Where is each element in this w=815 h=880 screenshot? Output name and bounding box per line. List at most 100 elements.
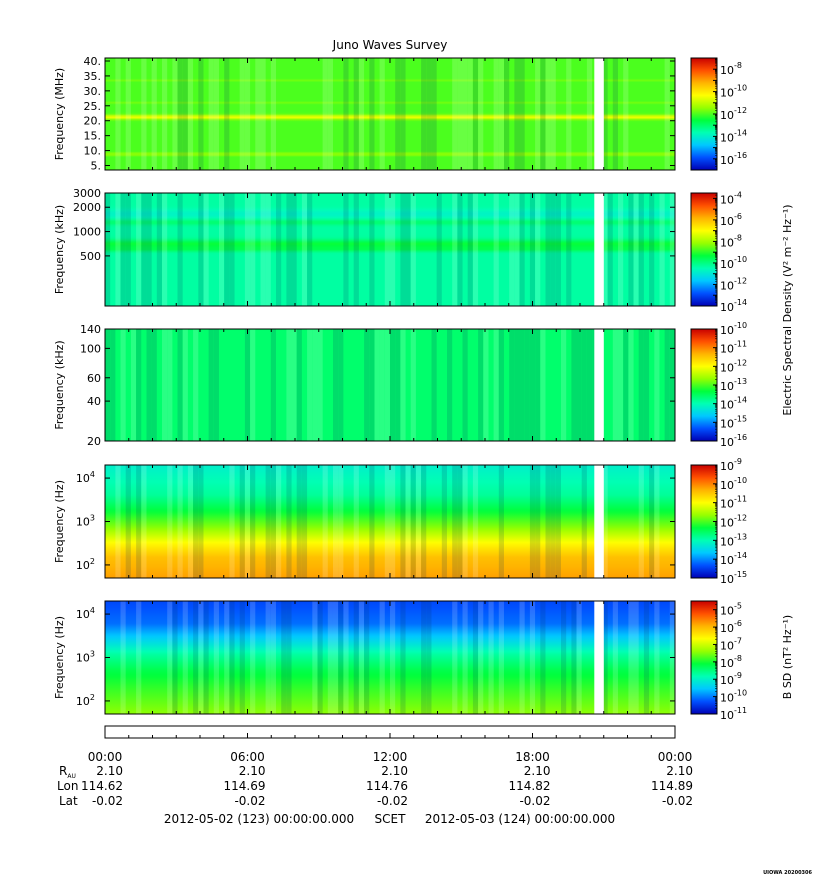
colorbar-tick-exponent: -5 [734, 602, 742, 611]
y-tick-label: 103 [76, 650, 95, 665]
texture-strip [105, 329, 111, 441]
texture-strip [431, 58, 437, 170]
texture-strip [141, 193, 147, 306]
texture-strip [576, 601, 582, 714]
spectrogram-image [105, 601, 675, 714]
texture-strip [421, 465, 427, 578]
colorbar-tick-exponent: -16 [734, 151, 747, 160]
colorbar-tick-label: 10-15 [720, 570, 747, 586]
texture-strip [270, 329, 276, 441]
texture-strip [136, 465, 142, 578]
time-label: 12:00 [373, 750, 408, 764]
texture-strip [364, 601, 370, 714]
texture-strip [322, 465, 328, 578]
y-tick-label: 35. [84, 70, 102, 83]
texture-strip [628, 193, 634, 306]
texture-strip [343, 193, 349, 306]
texture-strip [576, 329, 582, 441]
colorbar-tick-label: 10-11 [720, 340, 747, 356]
texture-strip [125, 58, 131, 170]
texture-strip [229, 193, 235, 306]
y-axis-label: Frequency (MHz) [53, 68, 66, 160]
lat-row-label: Lat [59, 794, 78, 808]
texture-strip [379, 58, 385, 170]
texture-strip [607, 193, 613, 306]
colorbar-tick-label: 10-14 [720, 298, 747, 314]
texture-strip [358, 601, 365, 714]
colorbar-tick-exponent: -11 [734, 706, 747, 715]
texture-strip [327, 58, 333, 170]
spectrogram-texture [105, 329, 675, 441]
colorbar-tick-label: 10-6 [720, 212, 742, 228]
texture-strip [130, 329, 137, 441]
texture-strip [483, 329, 489, 441]
y-tick-label: 100 [80, 342, 101, 355]
texture-strip [265, 601, 271, 714]
texture-strip [270, 58, 276, 170]
texture-strip [198, 465, 204, 578]
colorbar-tick-exponent: -12 [734, 514, 747, 523]
texture-strip [498, 329, 504, 441]
texture-strip [405, 465, 411, 578]
texture-strip [659, 193, 665, 306]
texture-strip [421, 601, 427, 714]
texture-strip [602, 601, 608, 714]
texture-strip [488, 601, 494, 714]
data-gap [594, 192, 604, 307]
y-tick-label: 140 [80, 323, 101, 336]
texture-strip [255, 58, 261, 170]
magnetic-colorbar-label: B SD (nT² Hz⁻¹) [781, 615, 794, 699]
colorbar-tick-label: 10-10 [720, 321, 747, 337]
texture-strip [384, 329, 390, 441]
texture-strip [125, 465, 131, 578]
y-tick-exponent: 2 [90, 557, 95, 566]
texture-strip [177, 58, 183, 170]
colorbar-tick-exponent: -10 [734, 321, 747, 330]
texture-strip [296, 329, 302, 441]
colorbar-tick-label: 10-11 [720, 706, 747, 722]
time-label: 00:00 [658, 750, 693, 764]
texture-strip [618, 329, 624, 441]
texture-strip [187, 465, 194, 578]
texture-strip [182, 329, 188, 441]
texture-strip [379, 601, 385, 714]
colorbar-tick-exponent: -10 [734, 689, 747, 698]
colorbar-tick-exponent: -10 [734, 476, 747, 485]
texture-strip [110, 329, 116, 441]
colorbar-tick-exponent: -11 [734, 495, 747, 504]
texture-strip [623, 329, 629, 441]
colorbar-tick-exponent: -6 [734, 619, 742, 628]
y-axis-label: Frequency (kHz) [53, 340, 66, 429]
texture-strip [390, 329, 396, 441]
texture-strip [265, 193, 271, 306]
texture-strip [400, 58, 406, 170]
texture-strip [478, 58, 484, 170]
colorbar-tick-exponent: -12 [734, 358, 747, 367]
texture-strip [478, 601, 484, 714]
texture-strip [286, 601, 292, 714]
colorbar-tick-exponent: -12 [734, 106, 747, 115]
colorbar-tick-label: 10-14 [720, 128, 747, 144]
texture-strip [333, 465, 339, 578]
texture-strip [519, 58, 525, 170]
colorbar-tick-exponent: -15 [734, 414, 747, 423]
texture-strip [514, 193, 520, 306]
texture-strip [405, 193, 411, 306]
texture-strip [581, 465, 587, 578]
texture-strip [612, 58, 618, 170]
texture-strip [244, 193, 251, 306]
texture-strip [426, 601, 432, 714]
y-tick-exponent: 2 [90, 693, 95, 702]
lat-value: -0.02 [234, 794, 265, 808]
lat-value: -0.02 [519, 794, 550, 808]
lon-value: 114.76 [366, 779, 408, 793]
texture-strip [260, 58, 266, 170]
texture-strip [172, 601, 178, 714]
texture-strip [224, 193, 230, 306]
footer-credit: UIOWA 20200306 [763, 870, 812, 876]
texture-strip [369, 465, 375, 578]
texture-strip [669, 329, 675, 441]
colorbar-tick-label: 10-12 [720, 358, 747, 374]
texture-strip [493, 58, 499, 170]
